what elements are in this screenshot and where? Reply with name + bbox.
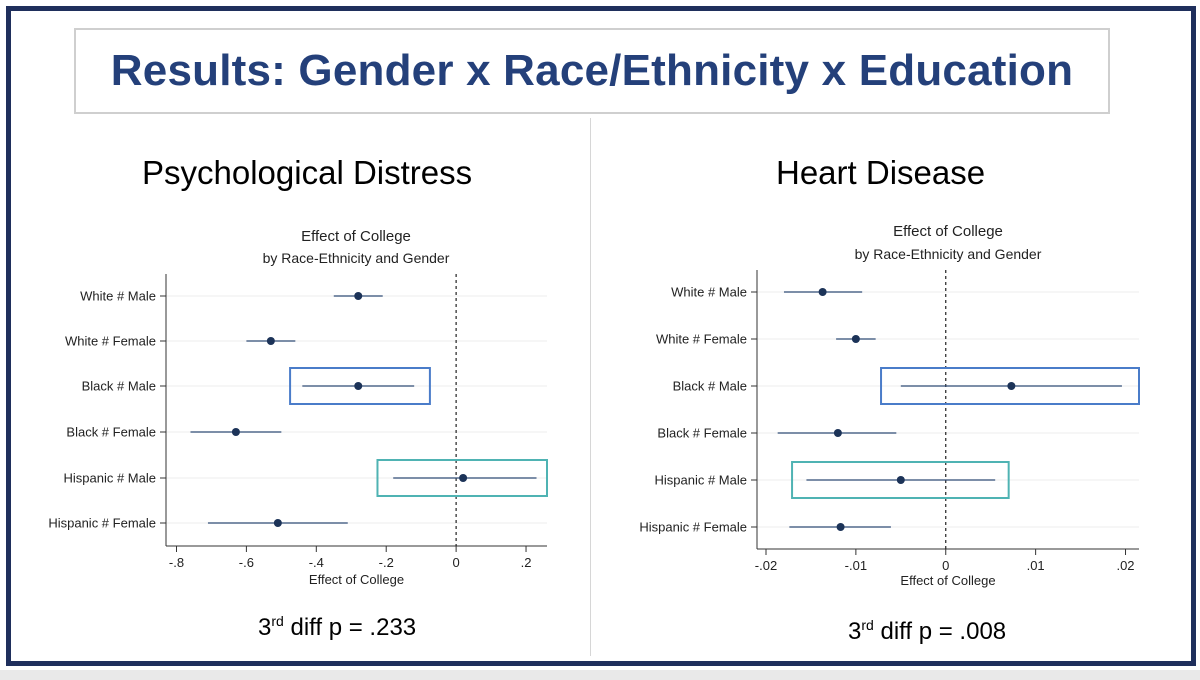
y-tick-label: Black # Male	[673, 379, 747, 394]
x-tick-label: -.6	[239, 555, 254, 570]
y-tick-label: Hispanic # Female	[639, 520, 747, 535]
x-axis-label: Effect of College	[309, 572, 404, 587]
point-estimate	[896, 476, 905, 484]
pvalue-heart: 3rd diff p = .008	[848, 618, 1006, 646]
chart-title: Effect of College	[893, 223, 1003, 240]
point-estimate	[266, 337, 275, 345]
y-tick-label: White # Female	[65, 334, 156, 349]
y-tick-label: Hispanic # Female	[48, 516, 156, 531]
x-tick-label: .02	[1116, 558, 1134, 573]
y-tick-label: Black # Female	[66, 425, 156, 440]
x-axis-label: Effect of College	[900, 573, 995, 588]
title-box: Results: Gender x Race/Ethnicity x Educa…	[74, 28, 1110, 114]
x-tick-label: -.4	[309, 555, 324, 570]
point-estimate	[354, 292, 363, 300]
highlight-box	[376, 459, 548, 497]
chart-subtitle: by Race-Ethnicity and Gender	[855, 246, 1042, 262]
point-estimate	[833, 429, 842, 437]
x-tick-label: .01	[1027, 558, 1045, 573]
slide-title: Results: Gender x Race/Ethnicity x Educa…	[110, 46, 1074, 95]
point-estimate	[459, 474, 468, 482]
slide-frame	[6, 6, 1196, 666]
y-tick-label: Hispanic # Male	[64, 471, 157, 486]
chart-subtitle: by Race-Ethnicity and Gender	[263, 250, 450, 266]
bottom-strip	[0, 670, 1200, 680]
pvalue-heart-text: diff p = .008	[880, 618, 1007, 645]
point-estimate	[851, 335, 860, 343]
y-tick-label: Black # Female	[657, 426, 747, 441]
y-tick-label: White # Male	[671, 285, 747, 300]
pvalue-psych-text: diff p = .233	[290, 614, 417, 641]
y-tick-label: White # Female	[656, 332, 747, 347]
highlight-box	[791, 461, 1010, 499]
point-estimate	[836, 523, 845, 531]
y-tick-label: Hispanic # Male	[655, 473, 748, 488]
highlight-box	[289, 367, 431, 405]
point-estimate	[273, 519, 282, 527]
x-tick-label: -.8	[169, 555, 184, 570]
point-estimate	[231, 428, 240, 436]
point-estimate	[1007, 382, 1016, 390]
point-estimate	[354, 382, 363, 390]
x-tick-label: 0	[453, 555, 460, 570]
highlight-box	[880, 367, 1140, 405]
pvalue-psych-sup: rd	[271, 613, 284, 629]
panel-heading-psych: Psychological Distress	[142, 154, 473, 191]
x-tick-label: .2	[521, 555, 532, 570]
x-tick-label: 0	[942, 558, 949, 573]
x-tick-label: -.02	[755, 558, 777, 573]
chart-title: Effect of College	[301, 228, 411, 245]
x-tick-label: -.01	[845, 558, 867, 573]
pvalue-psych-prefix: 3	[258, 614, 272, 641]
x-tick-label: -.2	[379, 555, 394, 570]
pvalue-heart-sup: rd	[861, 617, 874, 633]
y-tick-label: Black # Male	[82, 379, 156, 394]
y-tick-label: White # Male	[80, 289, 156, 304]
chart-psychological-distress: Effect of College by Race-Ethnicity and G…	[48, 228, 548, 587]
panel-divider	[590, 118, 591, 656]
point-estimate	[818, 288, 827, 296]
panel-heading-heart: Heart Disease	[776, 154, 986, 191]
pvalue-psych: 3rd diff p = .233	[258, 614, 416, 642]
pvalue-heart-prefix: 3	[848, 618, 862, 645]
